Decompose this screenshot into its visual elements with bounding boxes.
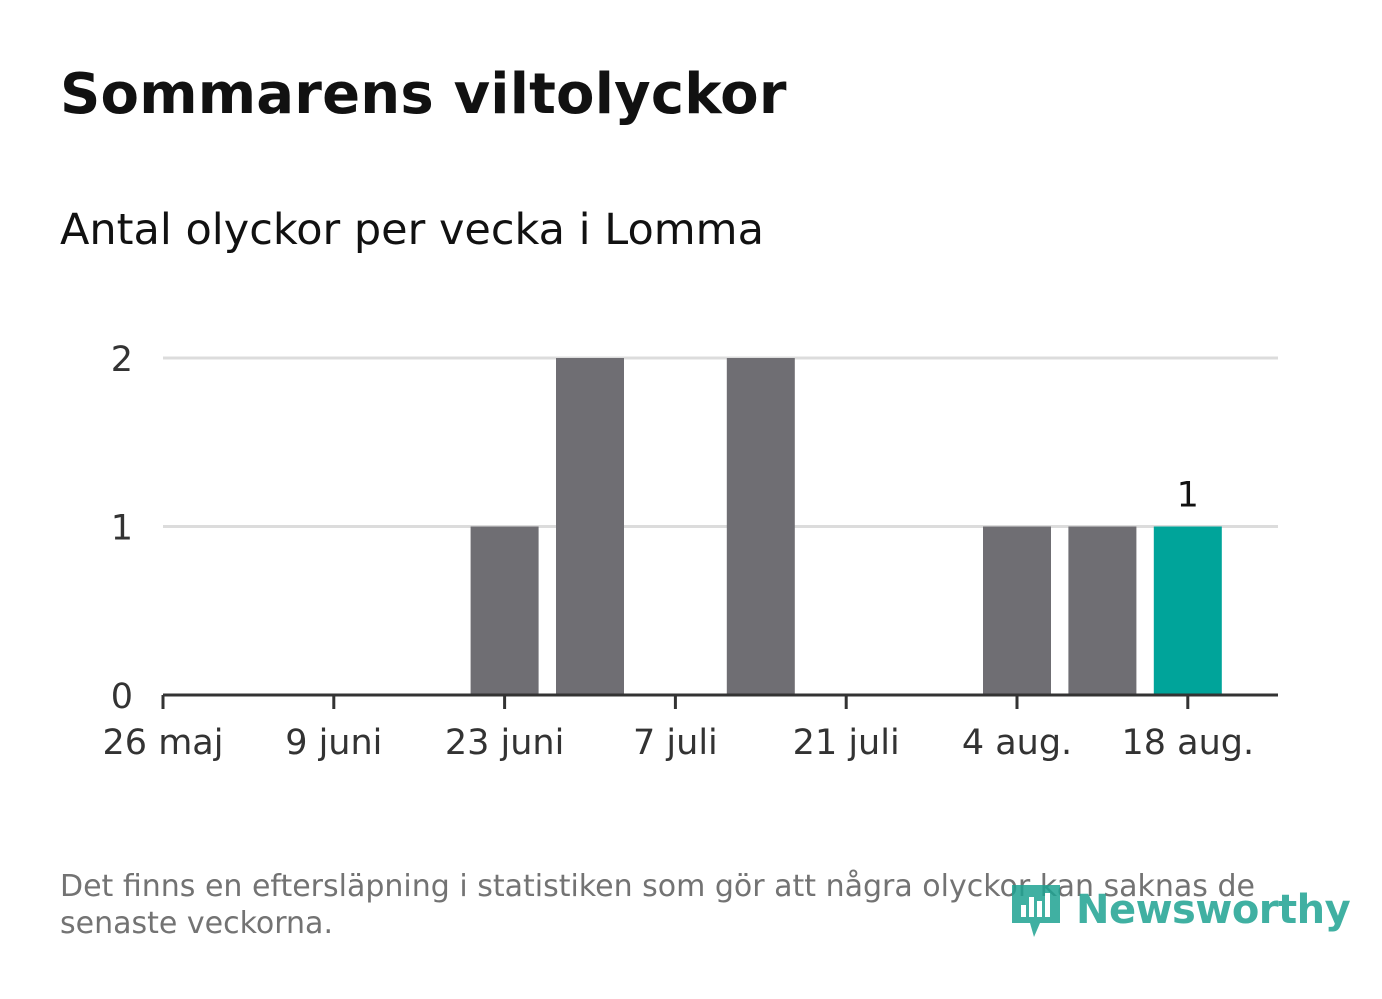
brand-name: Newsworthy — [1076, 887, 1351, 933]
bar-30 juni — [556, 358, 624, 695]
x-tick-label: 23 juni — [445, 723, 564, 763]
bars — [470, 358, 1222, 695]
chart-title: Sommarens viltolyckor — [60, 62, 787, 127]
y-tick-label: 2 — [111, 340, 133, 380]
x-axis — [161, 693, 1278, 709]
x-tick-label: 18 aug. — [1121, 723, 1254, 763]
x-tick-label: 7 juli — [633, 723, 718, 763]
bar-23 juni — [470, 526, 539, 695]
y-tick-label: 1 — [111, 509, 133, 549]
bar-18 aug. — [1153, 526, 1222, 695]
brand-logo: Newsworthy — [1010, 878, 1351, 942]
labels: 0 1 2 1 26 maj 9 juni 23 juni 7 juli 21 juli 4 au… — [103, 340, 1255, 763]
x-tick-label: 4 aug. — [962, 723, 1072, 763]
bar-14 juli — [726, 358, 795, 695]
y-tick-label: 0 — [111, 677, 133, 717]
x-tick-label: 9 juni — [285, 723, 382, 763]
x-tick-label: 26 maj — [103, 723, 224, 763]
x-tick-label: 21 juli — [793, 723, 900, 763]
bar-11 aug. — [1068, 526, 1137, 695]
gridlines — [163, 356, 1278, 528]
newsworthy-logo-icon — [1012, 885, 1060, 937]
bar-4 aug. — [983, 526, 1051, 695]
chart-subtitle: Antal olyckor per vecka i Lomma — [60, 205, 764, 255]
data-label: 1 — [1177, 476, 1199, 516]
